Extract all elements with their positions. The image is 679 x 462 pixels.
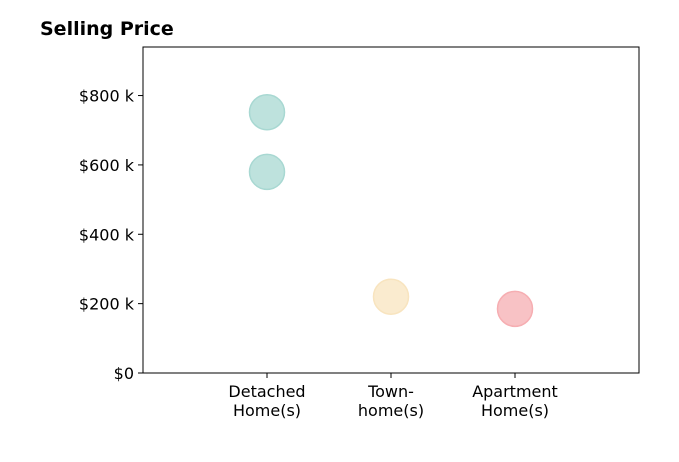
plot-marks <box>248 93 534 328</box>
data-point-2 <box>372 278 410 315</box>
y-tick-label-3: $600 k <box>79 156 135 175</box>
y-axis: $0 $200 k $400 k $600 k $800 k <box>79 87 143 383</box>
chart-title: Selling Price <box>40 18 174 40</box>
y-tick-label-4: $800 k <box>79 87 135 106</box>
plot-frame <box>142 46 640 374</box>
data-point-0 <box>248 93 286 131</box>
data-point-1 <box>248 153 286 191</box>
x-tick-label-0: Detached Home(s) <box>228 382 305 420</box>
data-point-3 <box>496 290 534 328</box>
x-axis: Detached Home(s) Town-home(s) Apartment Home… <box>228 373 558 420</box>
y-tick-label-2: $400 k <box>79 225 135 244</box>
y-tick-label-1: $200 k <box>79 295 135 314</box>
x-tick-label-2: Apartment Home(s) <box>472 382 558 420</box>
x-tick-label-1: Town-home(s) <box>358 382 424 420</box>
y-tick-label-0: $0 <box>114 364 134 383</box>
